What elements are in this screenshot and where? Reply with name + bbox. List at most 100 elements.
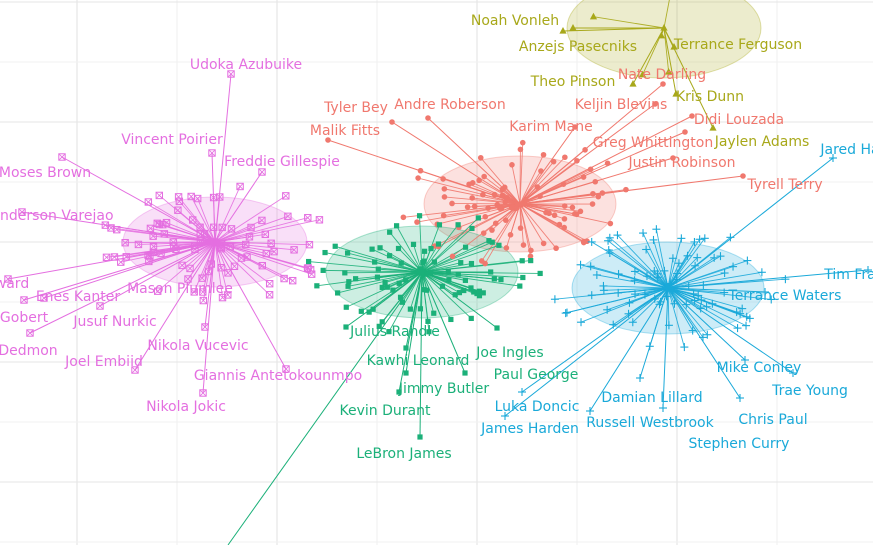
ray xyxy=(519,203,611,224)
point-label: Russell Westbrook xyxy=(586,415,714,431)
point-marker xyxy=(417,266,423,272)
ray xyxy=(23,241,216,301)
point-marker xyxy=(456,290,463,296)
point-marker xyxy=(720,269,729,278)
point-marker xyxy=(703,330,712,339)
point-marker xyxy=(369,246,375,252)
point-marker xyxy=(353,276,359,282)
point-marker xyxy=(580,174,587,180)
ray xyxy=(438,203,521,247)
ray xyxy=(421,240,490,273)
point-marker xyxy=(476,288,482,294)
ray xyxy=(421,271,478,294)
point-marker xyxy=(18,208,26,216)
point-marker xyxy=(560,181,567,187)
point-marker xyxy=(387,229,393,235)
point-marker xyxy=(227,70,235,78)
point-marker xyxy=(379,284,385,291)
ray xyxy=(519,175,744,205)
point-marker xyxy=(670,155,676,161)
ray xyxy=(421,271,541,274)
point-marker xyxy=(170,242,178,250)
point-marker xyxy=(638,70,647,78)
ray xyxy=(204,241,216,328)
point-marker xyxy=(428,245,434,252)
ray xyxy=(421,271,472,319)
point-marker xyxy=(449,253,456,260)
point-label: Vincent Poirier xyxy=(121,132,223,148)
point-marker xyxy=(733,324,742,333)
ray xyxy=(593,16,665,29)
point-label: Tim Fra xyxy=(823,267,873,283)
point-marker xyxy=(503,245,510,251)
ray-outlier xyxy=(227,271,423,545)
point-marker xyxy=(455,222,461,228)
ray xyxy=(417,177,521,205)
point-marker xyxy=(458,260,464,266)
point-marker xyxy=(477,154,484,161)
point-marker xyxy=(689,113,695,119)
point-marker xyxy=(491,276,497,282)
point-marker xyxy=(864,266,872,274)
ray xyxy=(603,287,669,291)
point-marker xyxy=(553,245,559,252)
point-marker xyxy=(358,308,364,314)
point-marker xyxy=(346,279,352,285)
point-label: Udoka Azubuike xyxy=(190,57,302,73)
point-marker xyxy=(464,204,471,210)
point-marker xyxy=(789,369,797,377)
point-marker xyxy=(332,243,338,249)
ray xyxy=(667,272,725,289)
point-marker xyxy=(121,239,129,247)
point-marker xyxy=(417,434,423,440)
point-marker xyxy=(343,324,349,330)
ray xyxy=(663,27,677,95)
point-marker xyxy=(517,201,523,207)
point-marker xyxy=(282,192,290,200)
point-markers xyxy=(4,12,872,440)
point-marker xyxy=(670,299,679,308)
point-marker xyxy=(384,284,390,290)
point-marker xyxy=(559,27,567,34)
point-marker xyxy=(604,160,611,167)
ray xyxy=(519,203,581,212)
point-marker xyxy=(660,266,669,275)
point-marker xyxy=(502,217,509,223)
point-label: Nikola Jokic xyxy=(146,399,226,415)
ray xyxy=(405,271,423,374)
point-marker xyxy=(218,223,226,232)
point-marker xyxy=(174,206,182,214)
point-marker xyxy=(580,238,587,245)
point-marker xyxy=(569,24,577,31)
point-marker xyxy=(582,147,588,153)
point-marker xyxy=(603,305,612,314)
point-marker xyxy=(517,225,524,231)
point-marker xyxy=(645,342,654,351)
point-marker xyxy=(623,186,629,193)
point-marker xyxy=(528,247,534,254)
point-marker xyxy=(672,90,680,97)
point-marker xyxy=(599,190,606,196)
ray xyxy=(596,274,669,289)
ray xyxy=(396,225,423,273)
point-marker xyxy=(421,258,427,264)
point-marker xyxy=(590,190,596,197)
point-marker xyxy=(237,254,246,262)
ray xyxy=(347,271,423,287)
point-marker xyxy=(550,295,559,304)
point-marker xyxy=(550,158,557,165)
ray xyxy=(187,241,216,280)
ray xyxy=(667,287,741,399)
point-marker xyxy=(494,201,501,208)
point-marker xyxy=(668,286,677,295)
point-marker xyxy=(781,275,790,284)
ray xyxy=(608,249,669,289)
point-label: Luka Doncic xyxy=(495,399,580,415)
point-marker xyxy=(708,299,717,308)
point-marker xyxy=(306,258,312,265)
point-marker xyxy=(403,370,409,376)
ray xyxy=(565,287,669,314)
point-label: Terrance Ferguson xyxy=(673,37,802,53)
point-marker xyxy=(491,191,498,198)
point-marker xyxy=(304,264,312,272)
